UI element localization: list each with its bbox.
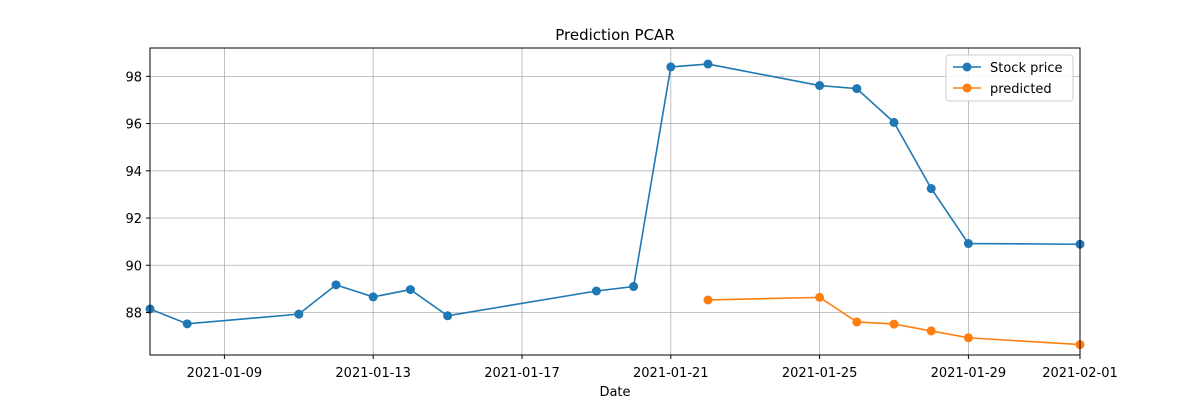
data-point-predicted bbox=[963, 333, 973, 343]
x-tick-label: 2021-02-01 bbox=[1042, 366, 1118, 381]
y-tick-label: 88 bbox=[125, 306, 142, 321]
data-point-predicted bbox=[815, 292, 825, 302]
x-tick-label: 2021-01-25 bbox=[782, 366, 858, 381]
x-tick-label: 2021-01-13 bbox=[335, 366, 411, 381]
data-point-stock-price bbox=[331, 280, 341, 290]
legend-label-predicted: predicted bbox=[990, 82, 1052, 97]
legend: Stock price predicted bbox=[945, 54, 1074, 102]
data-point-stock-price bbox=[405, 285, 415, 295]
series-predicted bbox=[703, 292, 1085, 350]
chart-title: Prediction PCAR bbox=[555, 26, 675, 44]
x-axis-label: Date bbox=[599, 385, 630, 400]
y-tick-label: 94 bbox=[125, 165, 142, 180]
y-tick-label: 98 bbox=[125, 70, 142, 85]
series-stock-price bbox=[145, 59, 1085, 329]
data-point-stock-price bbox=[591, 286, 601, 296]
series-line-stock-price bbox=[149, 63, 1081, 325]
series-layer bbox=[145, 59, 1085, 350]
data-point-predicted bbox=[703, 295, 713, 305]
x-tick-label: 2021-01-29 bbox=[931, 366, 1007, 381]
x-tick-label: 2021-01-17 bbox=[484, 366, 560, 381]
legend-marker-predicted bbox=[962, 83, 972, 93]
data-point-stock-price bbox=[963, 239, 973, 249]
data-point-stock-price bbox=[629, 282, 639, 292]
data-point-stock-price bbox=[852, 84, 862, 94]
y-tick-label: 96 bbox=[125, 118, 142, 133]
data-point-stock-price bbox=[889, 117, 899, 127]
legend-label-stock-price: Stock price bbox=[990, 61, 1062, 76]
data-point-stock-price bbox=[294, 309, 304, 319]
data-point-stock-price bbox=[926, 184, 936, 194]
y-tick-label: 92 bbox=[125, 212, 142, 227]
x-tick-label: 2021-01-21 bbox=[633, 366, 709, 381]
x-tick-label: 2021-01-09 bbox=[187, 366, 263, 381]
data-point-stock-price bbox=[443, 311, 453, 321]
data-point-stock-price bbox=[368, 292, 378, 302]
y-tick-label: 90 bbox=[125, 259, 142, 274]
data-point-predicted bbox=[889, 319, 899, 329]
data-point-stock-price bbox=[815, 81, 825, 91]
data-point-stock-price bbox=[182, 319, 192, 329]
data-point-stock-price bbox=[703, 59, 713, 69]
plot-frame bbox=[149, 47, 1081, 356]
legend-marker-stock-price bbox=[962, 62, 972, 72]
data-point-stock-price bbox=[666, 62, 676, 72]
ticks-layer: 2021-01-09 2021-01-13 2021-01-17 2021-01-21… bbox=[125, 70, 1117, 381]
data-point-predicted bbox=[926, 326, 936, 336]
data-point-predicted bbox=[852, 317, 862, 327]
